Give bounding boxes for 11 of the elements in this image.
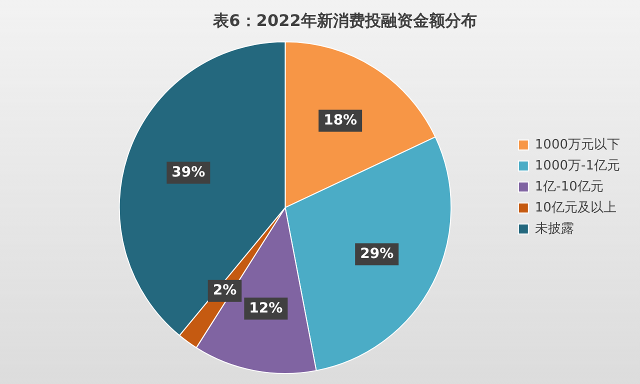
legend-label: 10亿元及以上: [534, 200, 616, 216]
legend-label: 1000万元以下: [534, 137, 620, 152]
data-label: 39%: [172, 164, 206, 180]
legend-label: 1亿-10亿元: [534, 179, 604, 194]
chart-title: 表6：2022年新消费投融资金额分布: [212, 10, 477, 30]
legend-label: 未披露: [534, 221, 574, 236]
data-label: 18%: [324, 112, 358, 128]
data-label: 29%: [360, 246, 394, 262]
legend-label: 1000万-1亿元: [534, 158, 620, 174]
data-label: 12%: [249, 300, 283, 316]
data-label: 2%: [212, 282, 237, 298]
